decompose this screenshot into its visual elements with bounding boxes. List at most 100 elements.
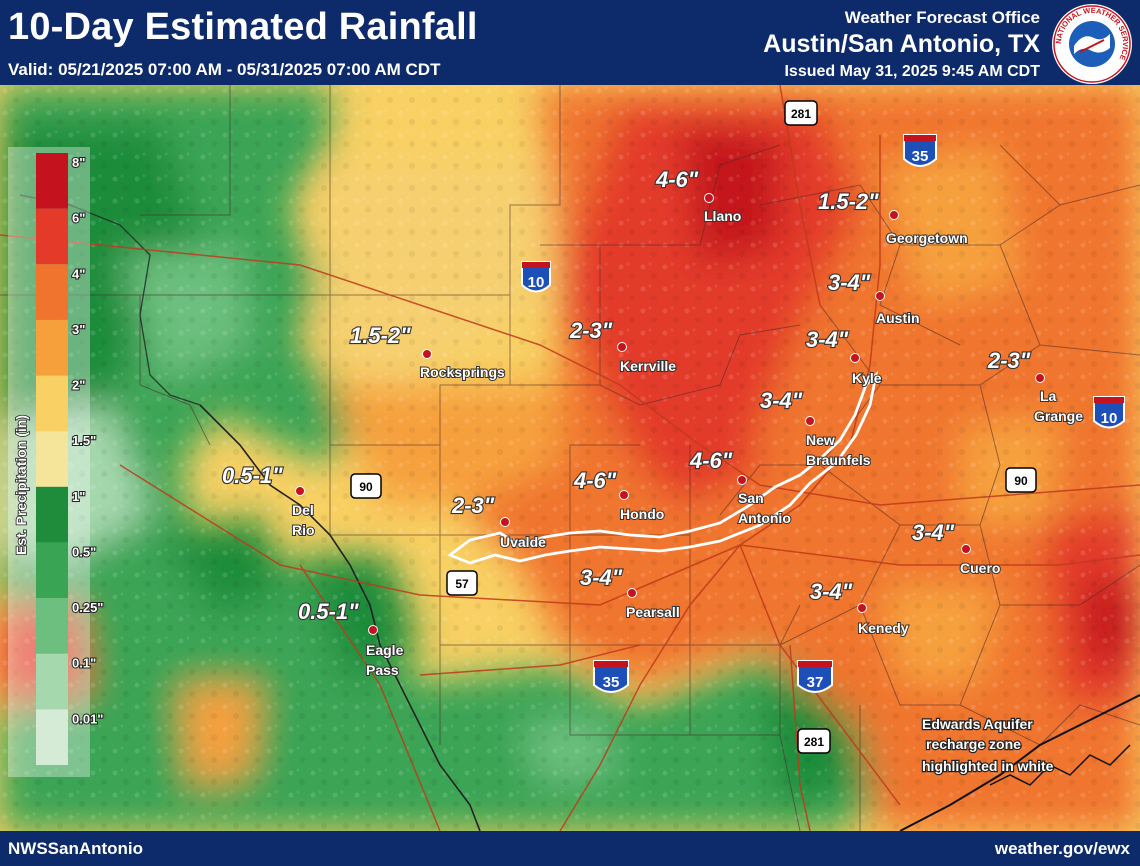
city-label: Eagle [366,642,404,658]
legend-label: 0.25" [72,600,103,615]
valid-period: Valid: 05/21/2025 07:00 AM - 05/31/2025 … [8,60,441,79]
svg-text:35: 35 [603,674,620,691]
amount-label: 0.5-1" [298,599,359,624]
footer-bar: NWSSanAntonio weather.gov/ewx [0,831,1140,866]
us-281-shield-south: 281 [797,728,831,754]
interstate-10-shield-east: 10 [1093,396,1125,429]
legend-label: 6" [72,211,85,226]
legend-swatch [36,264,68,320]
amount-label: 2-3" [451,493,495,518]
legend-swatch [36,598,68,654]
rainfall-amount-labels: 4-6" 1.5-2" 3-4" 1.5-2" 2-3" 3-4" 2-3" 3… [221,166,1032,625]
city-label: Uvalde [500,534,546,550]
city-label: Rocksprings [420,364,505,380]
interstate-35-shield-south: 35 [593,660,629,693]
svg-text:281: 281 [804,735,824,749]
legend-label: 2" [72,378,85,393]
legend-label: 0.1" [72,656,96,671]
svg-text:Edwards Aquifer: Edwards Aquifer [922,716,1033,732]
us-90-shield-east: 90 [1005,467,1037,493]
city-label: Hondo [620,506,664,522]
svg-text:highlighted in white: highlighted in white [922,758,1054,774]
legend-label: 3" [72,322,85,337]
us-90-shield-west: 90 [350,473,382,499]
amount-label: 3-4" [810,579,853,604]
city-label: Llano [704,208,741,224]
legend-label: 1.5" [72,433,96,448]
amount-label: 1.5-2" [350,323,411,348]
city-label: Rio [292,522,315,538]
legend-label: 4" [72,266,85,281]
highway-lines [0,85,1140,831]
legend-label: 8" [72,155,85,170]
county-boundaries [0,85,1140,831]
amount-label: 4-6" [689,448,733,473]
amount-label: 3-4" [760,388,803,413]
interstate-37-shield: 37 [797,660,833,693]
legend-swatch [36,375,68,432]
city-label: San [738,490,764,506]
legend-label: 0.5" [72,544,96,559]
nws-logo-icon: NATIONAL WEATHER SERVICE [1052,4,1132,84]
precipitation-legend: 8" 6" 4" 3" 2" 1.5" 1" 0.5" 0.25" 0.1" 0.01" Est. … [8,147,104,777]
svg-text:37: 37 [807,674,824,691]
coastline [899,694,1140,831]
office-label: Weather Forecast Office [844,8,1040,27]
us-281-shield-north: 281 [784,100,818,126]
amount-label: 3-4" [828,270,871,295]
legend-title: Est. Precipitation (in) [13,415,29,555]
legend-swatch [36,653,68,710]
city-label: Kyle [852,370,882,386]
amount-label: 1.5-2" [818,189,879,214]
svg-text:10: 10 [528,274,545,291]
amount-label: 2-3" [987,348,1031,373]
amount-label: 3-4" [912,520,955,545]
svg-text:90: 90 [359,480,373,494]
city-label: Del [292,502,314,518]
legend-swatch [36,542,68,599]
city-markers [295,193,1045,635]
city-label: Braunfels [806,452,871,468]
interstate-10-shield-north: 10 [521,261,551,293]
website-url: weather.gov/ewx [994,839,1130,858]
city-label: La [1040,388,1057,404]
amount-label: 3-4" [806,327,849,352]
svg-text:10: 10 [1101,410,1118,427]
city-label: Pass [366,662,399,678]
amount-label: 3-4" [580,565,623,590]
legend-swatch [36,709,68,765]
map-title: 10-Day Estimated Rainfall [8,6,478,48]
amount-label: 4-6" [573,468,617,493]
legend-swatch [36,208,68,265]
svg-text:57: 57 [455,577,469,591]
legend-label: 0.01" [72,711,103,726]
svg-text:35: 35 [912,148,929,165]
legend-swatch [36,153,68,209]
amount-label: 0.5-1" [222,463,283,488]
social-handle: NWSSanAntonio [8,839,144,858]
city-label: New [806,432,835,448]
interstate-35-shield-north: 35 [903,134,937,167]
city-label: Grange [1034,408,1083,424]
rainfall-map-canvas: 10 10 35 35 37 281 281 [0,85,1140,831]
header-bar: 10-Day Estimated Rainfall Valid: 05/21/2… [0,0,1140,85]
edwards-aquifer-zone [447,370,879,565]
city-label: Kenedy [858,620,909,636]
svg-text:90: 90 [1014,474,1028,488]
city-label: Kerrville [620,358,676,374]
legend-label: 1" [72,489,85,504]
rainfall-map: 10 10 35 35 37 281 281 [0,85,1140,831]
city-label: Antonio [738,510,791,526]
issued-time: Issued May 31, 2025 9:45 AM CDT [784,63,1040,80]
city-label: Austin [876,310,920,326]
legend-swatch [36,486,68,543]
legend-swatch [36,431,68,487]
us-57-shield: 57 [446,570,478,596]
rio-grande-border [199,404,481,831]
svg-text:281: 281 [791,107,811,121]
aquifer-note: Edwards Aquifer recharge zone highlighte… [921,715,1055,775]
svg-text:recharge zone: recharge zone [926,736,1021,752]
city-label: Pearsall [626,604,680,620]
amount-label: 2-3" [569,318,613,343]
office-city: Austin/San Antonio, TX [763,30,1040,58]
